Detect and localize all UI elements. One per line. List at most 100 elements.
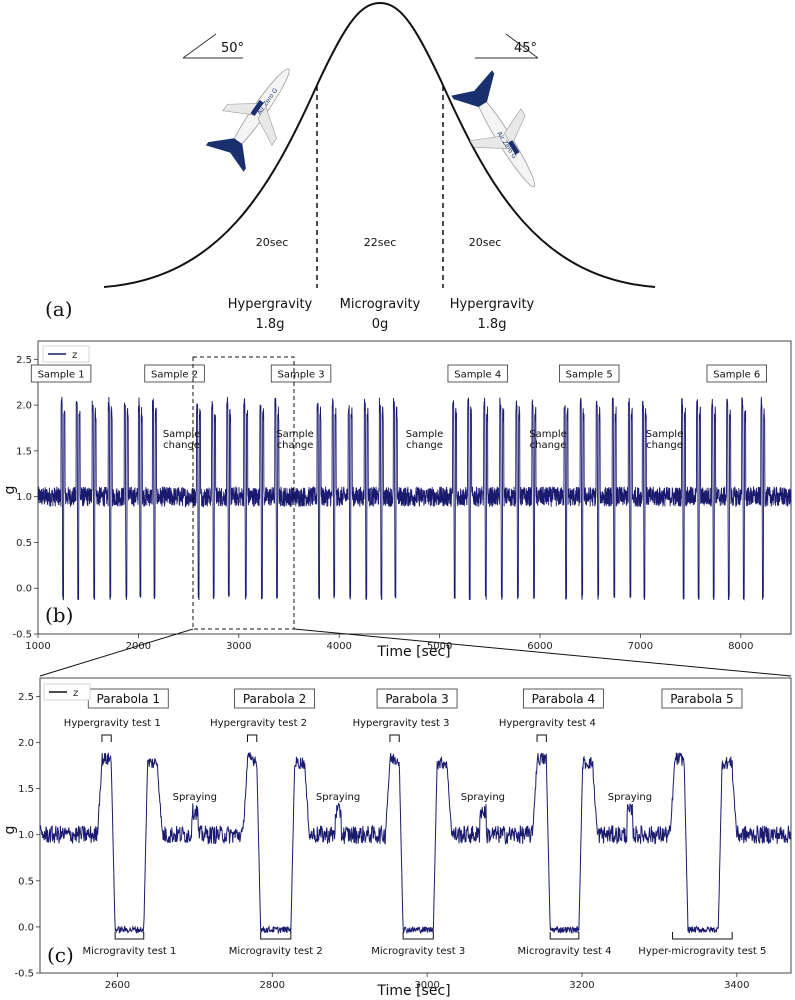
panel-b: 1000 2000 3000 4000 5000 6000 7000 8000 -0.5 0.0 0… [2,340,792,660]
panel-b-ytick-label: 1.0 [16,492,32,503]
microgravity-bracket [672,932,733,940]
hypergravity-bracket [101,734,112,742]
hypergravity-label: Hypergravity test 4 [499,718,596,729]
panel-c-ytick-label: 2.0 [18,738,34,749]
panel-c-xtick-label: 2800 [260,980,285,991]
panel-b-xtick-label: 4000 [326,641,351,652]
panel-c-ytick-label: 0.0 [18,922,34,933]
duration-3: 20sec [469,236,502,249]
panel-b-xtick-label: 2000 [126,641,151,652]
microgravity-bracket [114,932,145,940]
panel-c-legend: z [43,683,91,701]
phase-1-g: 1.8g [256,317,285,332]
sample-change-label: change [277,440,314,451]
panel-b-xtick-label: 8000 [728,641,753,652]
panel-b-xlabel: Time [sec] [376,644,450,660]
spraying-label: Spraying [316,792,360,803]
hypergravity-bracket [536,734,547,742]
sample-label: Sample 3 [278,370,325,381]
microgravity-label: Hyper-microgravity test 5 [638,946,766,957]
panel-b-frame [37,340,792,635]
phase-3-name: Hypergravity [450,297,535,312]
microgravity-label: Microgravity test 1 [82,946,176,957]
spraying-label: Spraying [173,792,217,803]
panel-c-ytick-label: -0.5 [14,969,34,980]
panel-b-ytick-label: -0.5 [12,630,32,641]
sample-change-label: Sample [163,429,201,440]
spraying-label: Spraying [461,792,505,803]
panel-b-xtick-label: 1000 [25,641,50,652]
panel-c-xtick-label: 3400 [724,980,749,991]
panel-c-ytick-label: 1.5 [18,784,34,795]
parabola-label: Parabola 3 [385,692,448,706]
sample-box [447,364,508,383]
spraying-label: Spraying [608,792,652,803]
panel-c-series-z [39,751,792,935]
panel-a-label: (a) [45,297,73,321]
zoom-connector-left [39,628,194,677]
panel-c-ytick-label: 2.5 [18,692,34,703]
duration-1: 20sec [256,236,289,249]
panel-c-ytick-label: 0.5 [18,876,34,887]
angle-indicator-left [182,33,243,59]
legend-b-z: z [72,350,77,361]
sample-label: Sample 5 [566,370,613,381]
parabola-label: Parabola 5 [670,692,733,706]
parabola-label: Parabola 1 [97,692,160,706]
panel-c-xtick-label: 3200 [569,980,594,991]
panel-c-frame [39,677,792,974]
zoom-window [192,356,295,630]
phase-2-name: Microgravity [340,297,421,312]
microgravity-label: Microgravity test 4 [518,946,612,957]
hypergravity-bracket [246,734,258,742]
microgravity-label: Microgravity test 2 [229,946,323,957]
sample-label: Sample 2 [151,370,198,381]
panel-b-ytick-label: 2.0 [16,401,32,412]
microgravity-bracket [549,932,580,940]
panel-b-xtick-label: 3000 [226,641,251,652]
panel-a: 50° 45° Air Zero G Air Zero G 20sec 22se… [45,1,656,332]
sample-box [706,364,767,383]
parabola-box [661,688,743,709]
hypergravity-bracket [389,734,400,742]
legend-c-z: z [73,688,78,699]
microgravity-label: Microgravity test 3 [371,946,465,957]
panel-c-xlabel: Time [sec] [376,983,450,999]
aircraft-left-icon: Air Zero G [205,68,290,172]
panel-b-legend: z [42,345,90,363]
angle-indicator-right [475,33,539,59]
sample-change-label: Sample [276,429,314,440]
sample-box [270,364,332,383]
panel-c-annotations: Parabola 1 Hypergravity test 1 Microgravit… [64,688,766,957]
sample-change-label: Sample [529,429,567,440]
sample-box [558,364,620,383]
parabola-box [234,688,315,709]
panel-b-annotations: Sample 1 Sample 2 Sample 3 Sample 4 Sample 5… [30,364,767,451]
panel-b-ytick-label: 2.5 [16,355,32,366]
angle-right-label: 45° [514,41,537,56]
sample-change-label: Sample [406,429,444,440]
panel-c-xtick-label: 2600 [105,980,130,991]
panel-b-xtick-label: 6000 [527,641,552,652]
parabola-label: Parabola 2 [243,692,306,706]
panel-b-xtick-label: 5000 [427,641,452,652]
zoom-connector-right [293,628,792,677]
sample-change-label: Sample [646,429,684,440]
panel-b-ticks: 1000 2000 3000 4000 5000 6000 7000 8000 -0.5 0.0 0… [12,355,753,652]
hypergravity-label: Hypergravity test 3 [353,718,450,729]
panel-b-ytick-label: 0.5 [16,538,32,549]
panel-c: 2600 2800 3000 3200 3400 -0.5 0.0 0.5 1.0 1.5 2.0 2… [2,677,792,999]
panel-b-label: (b) [45,603,73,627]
hypergravity-label: Hypergravity test 2 [210,718,307,729]
sample-label: Sample 6 [713,370,760,381]
angle-left-label: 50° [221,41,244,56]
panel-b-ytick-label: 0.0 [16,584,32,595]
phase-1-name: Hypergravity [228,297,313,312]
aircraft-right-icon: Air Zero G [451,70,536,188]
panel-b-ylabel: g [2,486,18,495]
panel-b-ytick-label: 1.5 [16,446,32,457]
panel-c-ytick-label: 1.0 [18,830,34,841]
sample-label: Sample 4 [454,370,501,381]
panel-c-ylabel: g [2,826,18,835]
